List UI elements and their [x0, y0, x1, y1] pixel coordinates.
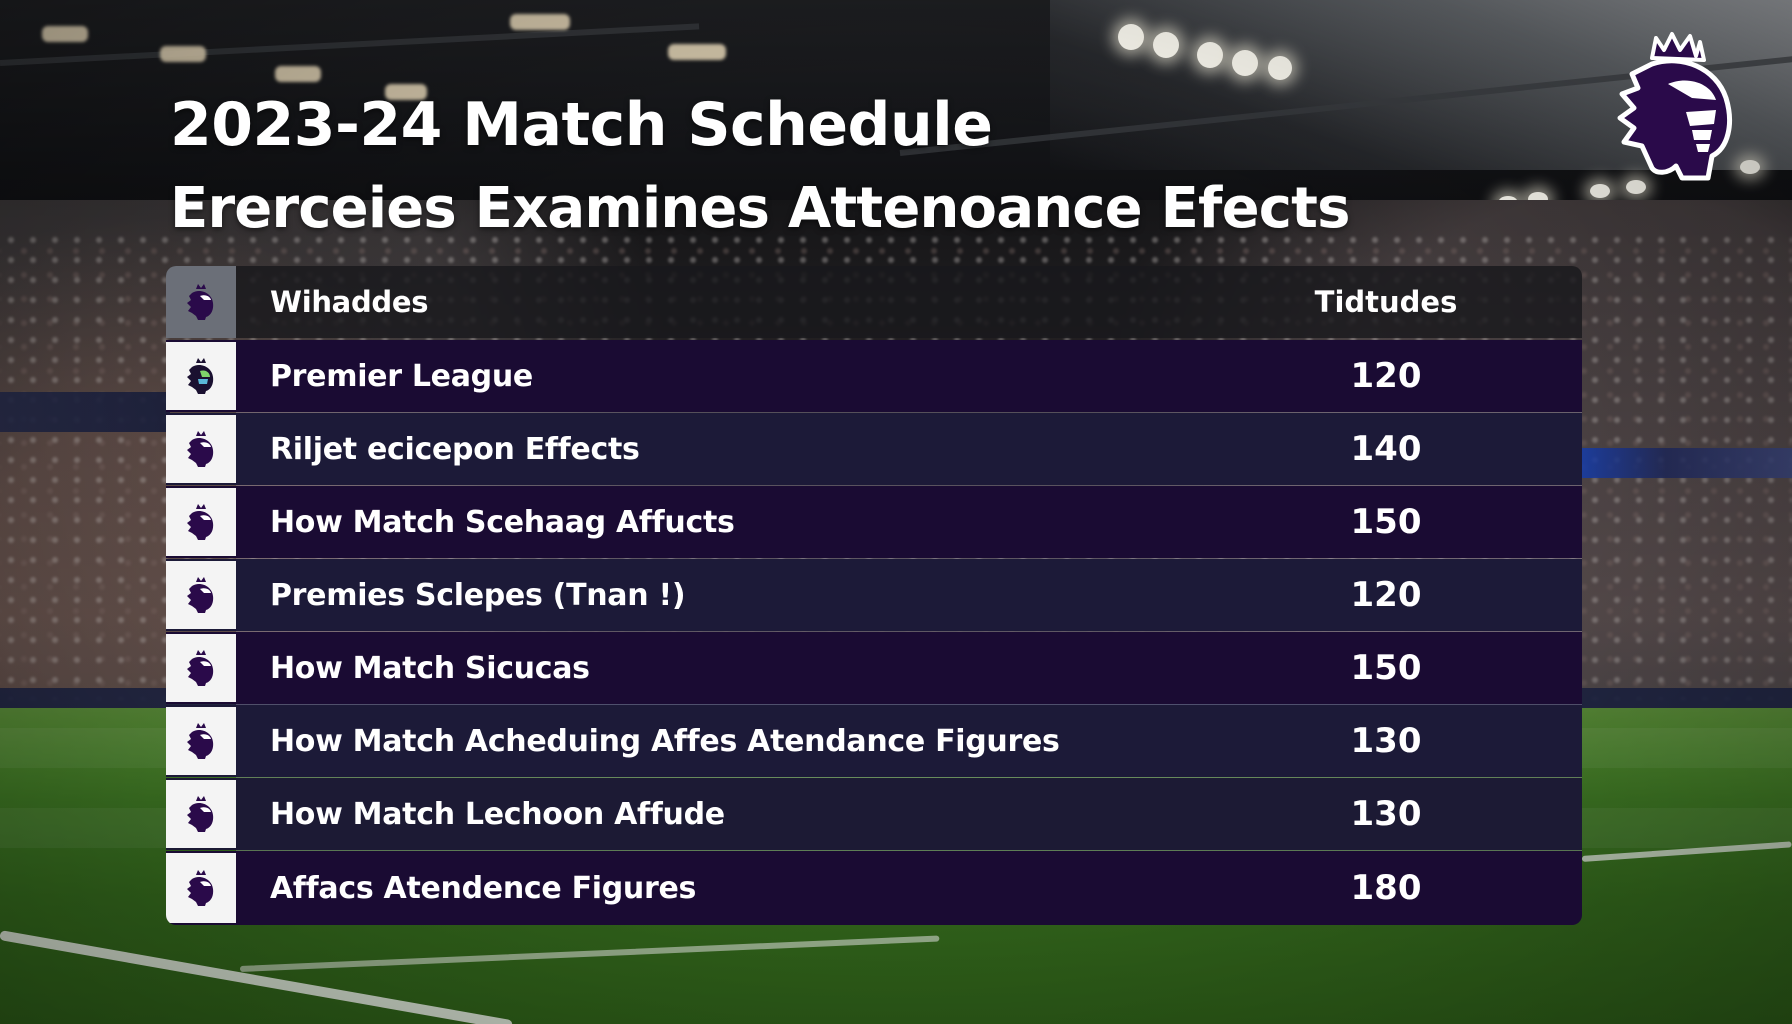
premier-league-lion-icon	[187, 650, 214, 686]
row-icon-cell	[166, 415, 236, 483]
row-value: 150	[1350, 502, 1422, 542]
floodlight	[1153, 32, 1179, 58]
floodlight	[1590, 184, 1610, 198]
advertising-board	[0, 392, 170, 432]
table-row[interactable]: How Match Lechoon Affude 130	[166, 778, 1582, 851]
roof-light	[510, 14, 570, 30]
roof-light	[42, 26, 88, 42]
table-row[interactable]: How Match Acheduing Affes Atendance Figu…	[166, 705, 1582, 778]
page-title: 2023-24 Match Schedule	[170, 90, 993, 160]
row-label: How Match Lechoon Affude	[270, 796, 725, 832]
roof-light	[275, 66, 321, 82]
premier-league-lion-icon	[187, 796, 214, 832]
row-value: 120	[1350, 356, 1422, 396]
row-label: How Match Sicucas	[270, 650, 590, 686]
row-value: 130	[1350, 721, 1422, 761]
floodlight	[1232, 50, 1258, 76]
floodlight	[1626, 180, 1646, 194]
premier-league-lion-icon	[1617, 32, 1732, 181]
row-label: How Match Scehaag Affucts	[270, 504, 735, 540]
premier-league-lion-icon	[187, 284, 214, 320]
table-row[interactable]: How Match Sicucas 150	[166, 632, 1582, 705]
table-header: Wihaddes Tidtudes	[166, 266, 1582, 338]
floodlight	[1740, 160, 1760, 174]
row-value: 180	[1350, 868, 1422, 908]
roof-light	[160, 46, 206, 62]
premier-league-lion-icon	[187, 504, 214, 540]
table-row[interactable]: How Match Scehaag Affucts 150	[166, 486, 1582, 559]
floodlight	[1118, 24, 1144, 50]
row-value: 120	[1350, 575, 1422, 615]
column-header-value[interactable]: Tidtudes	[1314, 285, 1458, 319]
row-icon-cell	[166, 853, 236, 923]
row-icon-cell	[166, 780, 236, 848]
page-subtitle: Ererceies Examines Attenoance Efects	[170, 176, 1350, 241]
roof-light	[385, 84, 427, 100]
row-value: 140	[1350, 429, 1422, 469]
column-header-label[interactable]: Wihaddes	[270, 285, 429, 319]
row-icon-cell	[166, 707, 236, 775]
table-row[interactable]: Affacs Atendence Figures 180	[166, 851, 1582, 925]
row-label: Premier League	[270, 358, 533, 394]
row-icon-cell	[166, 561, 236, 629]
row-value: 130	[1350, 794, 1422, 834]
premier-league-lion-icon	[187, 723, 214, 759]
table-row[interactable]: Riljet ecicepon Effects 140	[166, 413, 1582, 486]
row-icon-cell	[166, 342, 236, 410]
header-icon-cell	[166, 266, 236, 338]
row-label: Affacs Atendence Figures	[270, 870, 697, 906]
premier-league-lion-icon	[187, 577, 214, 613]
premier-league-lion-icon	[187, 358, 214, 394]
advertising-board	[1582, 448, 1792, 478]
premier-league-lion-icon	[187, 870, 214, 906]
row-icon-cell	[166, 488, 236, 556]
row-icon-cell	[166, 634, 236, 702]
row-value: 150	[1350, 648, 1422, 688]
row-label: Premies Sclepes (Tnan !)	[270, 577, 686, 613]
roof-light	[668, 44, 726, 60]
row-label: Riljet ecicepon Effects	[270, 431, 640, 467]
floodlight	[1197, 42, 1223, 68]
row-label: How Match Acheduing Affes Atendance Figu…	[270, 723, 1060, 759]
floodlight	[1268, 56, 1292, 80]
premier-league-lion-icon	[187, 431, 214, 467]
table-row[interactable]: Premier League 120	[166, 340, 1582, 413]
attendance-table: Wihaddes Tidtudes Premier League 120 Ril…	[166, 266, 1582, 925]
table-row[interactable]: Premies Sclepes (Tnan !) 120	[166, 559, 1582, 632]
